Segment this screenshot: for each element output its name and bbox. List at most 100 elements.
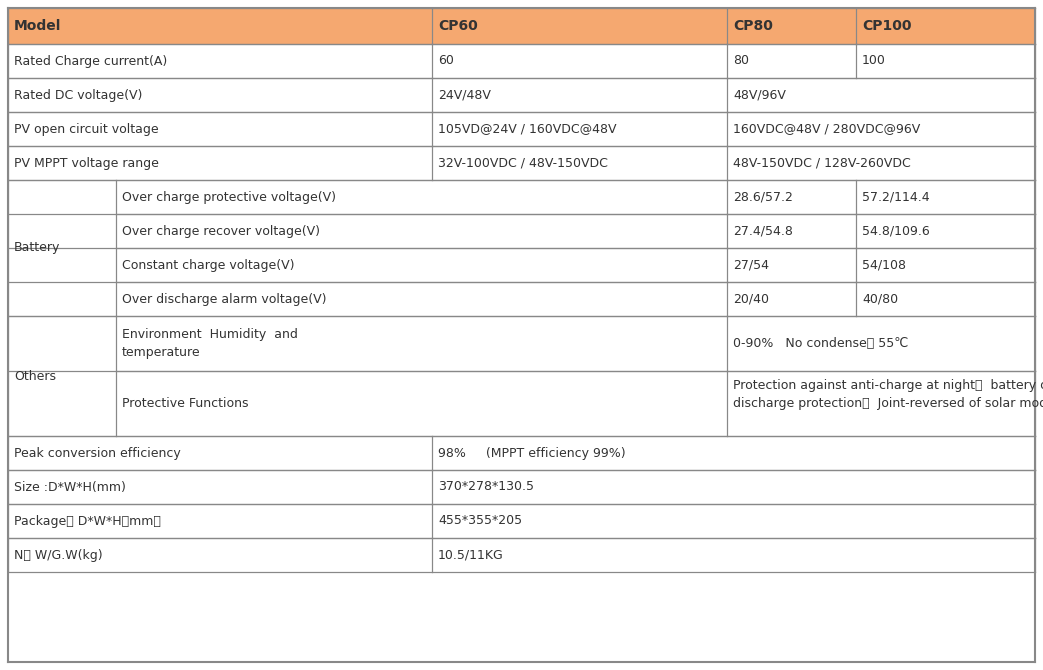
Bar <box>8 248 1035 282</box>
Text: 48V-150VDC / 128V-260VDC: 48V-150VDC / 128V-260VDC <box>733 157 911 170</box>
Bar <box>727 78 1035 112</box>
Bar <box>8 44 1035 78</box>
Text: 48V/96V: 48V/96V <box>733 88 785 101</box>
Bar <box>432 504 1035 538</box>
Bar <box>8 112 432 146</box>
Text: 60: 60 <box>438 54 454 68</box>
Text: 28.6/57.2: 28.6/57.2 <box>733 190 793 204</box>
Text: Environment  Humidity  and
temperature: Environment Humidity and temperature <box>122 328 298 359</box>
Text: N． W/G.W(kg): N． W/G.W(kg) <box>14 549 102 561</box>
Bar <box>856 44 1035 78</box>
Bar <box>8 8 432 44</box>
Text: Over charge recover voltage(V): Over charge recover voltage(V) <box>122 224 320 237</box>
Bar <box>727 282 856 316</box>
Bar <box>432 44 727 78</box>
Text: Rated DC voltage(V): Rated DC voltage(V) <box>14 88 143 101</box>
Bar <box>8 8 1035 44</box>
Bar <box>8 214 1035 248</box>
Bar <box>8 538 432 572</box>
Bar <box>8 538 1035 572</box>
Bar <box>727 44 856 78</box>
Text: 24V/48V: 24V/48V <box>438 88 491 101</box>
Text: 370*278*130.5: 370*278*130.5 <box>438 480 534 494</box>
Text: 80: 80 <box>733 54 749 68</box>
Text: Battery: Battery <box>14 241 60 255</box>
Bar <box>856 180 1035 214</box>
Bar <box>856 214 1035 248</box>
Text: Model: Model <box>14 19 62 33</box>
Bar <box>856 248 1035 282</box>
Bar <box>727 8 856 44</box>
Bar <box>432 146 727 180</box>
Text: 54.8/109.6: 54.8/109.6 <box>862 224 929 237</box>
Text: 20/40: 20/40 <box>733 293 769 306</box>
Bar <box>727 180 856 214</box>
Bar <box>8 504 432 538</box>
Bar <box>8 436 1035 470</box>
Bar <box>432 436 1035 470</box>
Bar <box>8 78 1035 112</box>
Text: Others: Others <box>14 369 56 383</box>
Text: Rated Charge current(A): Rated Charge current(A) <box>14 54 167 68</box>
Bar <box>8 78 432 112</box>
Text: 32V-100VDC / 48V-150VDC: 32V-100VDC / 48V-150VDC <box>438 157 608 170</box>
Bar <box>116 371 727 436</box>
Bar <box>727 248 856 282</box>
Bar <box>856 8 1035 44</box>
Bar <box>727 316 1035 371</box>
Text: 0-90%   No condense， 55℃: 0-90% No condense， 55℃ <box>733 337 908 350</box>
Bar <box>727 371 1035 436</box>
Text: Over charge protective voltage(V): Over charge protective voltage(V) <box>122 190 336 204</box>
Text: Over discharge alarm voltage(V): Over discharge alarm voltage(V) <box>122 293 326 306</box>
Bar <box>8 282 1035 316</box>
Text: CP80: CP80 <box>733 19 773 33</box>
Bar <box>432 538 1035 572</box>
Bar <box>8 470 432 504</box>
Bar <box>8 44 432 78</box>
Text: 40/80: 40/80 <box>862 293 898 306</box>
Bar <box>8 371 1035 436</box>
Bar <box>432 470 1035 504</box>
Bar <box>8 316 1035 371</box>
Text: CP60: CP60 <box>438 19 478 33</box>
Bar <box>8 146 432 180</box>
Bar <box>116 316 727 371</box>
Text: Size :D*W*H(mm): Size :D*W*H(mm) <box>14 480 126 494</box>
Bar <box>432 78 727 112</box>
Text: 10.5/11KG: 10.5/11KG <box>438 549 504 561</box>
Text: Protection against anti-charge at night，  battery over charge，  over
discharge p: Protection against anti-charge at night，… <box>733 379 1043 410</box>
Text: Constant charge voltage(V): Constant charge voltage(V) <box>122 259 294 271</box>
Text: Peak conversion efficiency: Peak conversion efficiency <box>14 446 180 460</box>
Bar <box>727 112 1035 146</box>
Text: PV MPPT voltage range: PV MPPT voltage range <box>14 157 159 170</box>
Bar <box>116 282 727 316</box>
Bar <box>8 146 1035 180</box>
Bar <box>8 316 116 436</box>
Text: PV open circuit voltage: PV open circuit voltage <box>14 123 159 135</box>
Bar <box>116 214 727 248</box>
Bar <box>432 112 727 146</box>
Bar <box>116 180 727 214</box>
Text: 57.2/114.4: 57.2/114.4 <box>862 190 929 204</box>
Bar <box>8 504 1035 538</box>
Bar <box>432 8 727 44</box>
Text: CP100: CP100 <box>862 19 912 33</box>
Bar <box>8 436 432 470</box>
Text: 27/54: 27/54 <box>733 259 769 271</box>
Text: 455*355*205: 455*355*205 <box>438 515 523 527</box>
Text: 160VDC@48V / 280VDC@96V: 160VDC@48V / 280VDC@96V <box>733 123 920 135</box>
Bar <box>727 214 856 248</box>
Text: Package： D*W*H（mm）: Package： D*W*H（mm） <box>14 515 161 527</box>
Bar <box>8 180 1035 214</box>
Text: Protective Functions: Protective Functions <box>122 397 248 410</box>
Text: 27.4/54.8: 27.4/54.8 <box>733 224 793 237</box>
Bar <box>8 112 1035 146</box>
Text: 105VD@24V / 160VDC@48V: 105VD@24V / 160VDC@48V <box>438 123 616 135</box>
Text: 98%     (MPPT efficiency 99%): 98% (MPPT efficiency 99%) <box>438 446 626 460</box>
Bar <box>727 146 1035 180</box>
Bar <box>8 470 1035 504</box>
Text: 54/108: 54/108 <box>862 259 906 271</box>
Bar <box>856 282 1035 316</box>
Bar <box>8 180 116 316</box>
Bar <box>116 248 727 282</box>
